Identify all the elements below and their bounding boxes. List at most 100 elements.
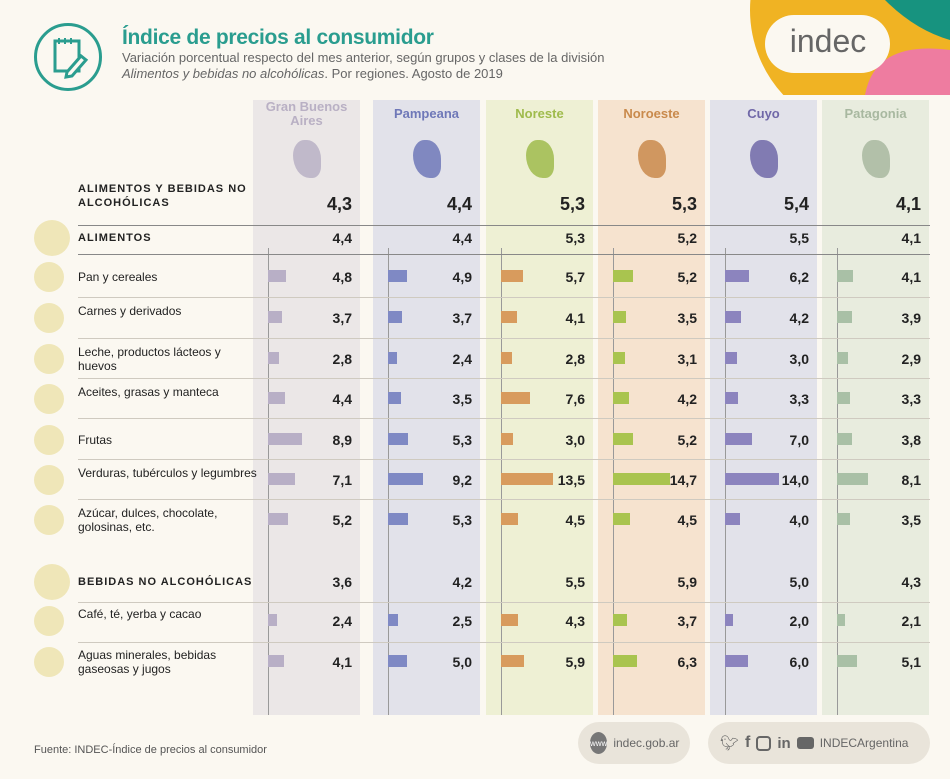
region-map-icon bbox=[292, 140, 321, 178]
region-header: Noreste bbox=[515, 106, 564, 121]
bar bbox=[725, 655, 749, 667]
value-label: 6,3 bbox=[677, 654, 697, 670]
value-label: 2,8 bbox=[565, 351, 585, 367]
food-class-icon bbox=[34, 384, 64, 414]
value-label: 3,5 bbox=[677, 310, 697, 326]
region-map-icon bbox=[861, 140, 890, 178]
value-label: 3,9 bbox=[901, 310, 921, 326]
website-text: indec.gob.ar bbox=[613, 736, 680, 750]
bar bbox=[837, 311, 852, 323]
row-divider bbox=[78, 642, 930, 643]
value-label: 5,5 bbox=[789, 230, 809, 246]
bar bbox=[613, 655, 638, 667]
value-label: 2,4 bbox=[332, 613, 352, 629]
region-header: Gran Buenos Aires bbox=[265, 99, 348, 128]
bar bbox=[613, 392, 630, 404]
value-label: 5,2 bbox=[677, 269, 697, 285]
value-label: 4,5 bbox=[565, 512, 585, 528]
row-divider bbox=[78, 418, 930, 419]
value-label: 4,2 bbox=[452, 574, 472, 590]
value-label: 5,2 bbox=[677, 432, 697, 448]
value-label: 4,4 bbox=[446, 194, 472, 214]
bar bbox=[501, 614, 518, 626]
value-label: 4,0 bbox=[789, 512, 809, 528]
bar bbox=[837, 433, 852, 445]
value-label: 5,9 bbox=[565, 654, 585, 670]
facebook-icon[interactable]: f bbox=[745, 734, 751, 751]
bar bbox=[268, 392, 285, 404]
twitter-icon[interactable]: 🐦︎ bbox=[720, 735, 740, 752]
bar bbox=[613, 614, 628, 626]
bar bbox=[501, 513, 519, 525]
value-label: 14,7 bbox=[669, 472, 697, 488]
bar bbox=[268, 433, 303, 445]
bar bbox=[388, 270, 407, 282]
bar bbox=[268, 614, 278, 626]
value-label: 3,5 bbox=[452, 391, 472, 407]
row-label: Café, té, yerba y cacao bbox=[78, 607, 202, 621]
row-label: Aguas minerales, bebidas gaseosas y jugo… bbox=[78, 648, 217, 676]
value-label: 8,9 bbox=[332, 432, 352, 448]
value-label: 5,2 bbox=[677, 230, 697, 246]
bar bbox=[268, 352, 279, 364]
value-label: 2,4 bbox=[452, 351, 472, 367]
region-column: Cuyo bbox=[710, 100, 817, 715]
bar bbox=[725, 614, 733, 626]
globe-icon: www bbox=[590, 732, 608, 754]
value-label: 2,9 bbox=[901, 351, 921, 367]
social-links[interactable]: 🐦︎ f in INDECArgentina bbox=[708, 722, 930, 764]
instagram-icon[interactable] bbox=[756, 735, 772, 751]
row-divider bbox=[78, 378, 930, 379]
value-label: 3,3 bbox=[789, 391, 809, 407]
bar bbox=[837, 513, 851, 525]
row-divider bbox=[78, 499, 930, 500]
row-label: Azúcar, dulces, chocolate, golosinas, et… bbox=[78, 506, 218, 534]
region-header: Cuyo bbox=[747, 106, 780, 121]
value-label: 4,8 bbox=[332, 269, 352, 285]
website-link[interactable]: www indec.gob.ar bbox=[578, 722, 690, 764]
value-label: 5,0 bbox=[789, 574, 809, 590]
value-label: 4,2 bbox=[677, 391, 697, 407]
row-label: Pan y cereales bbox=[78, 270, 158, 284]
bar bbox=[268, 473, 296, 485]
food-group-icon bbox=[34, 564, 70, 600]
bar bbox=[837, 270, 853, 282]
value-label: 7,0 bbox=[789, 432, 809, 448]
region-header: Noroeste bbox=[623, 106, 680, 121]
value-label: 3,0 bbox=[565, 432, 585, 448]
food-class-icon bbox=[34, 344, 64, 374]
value-label: 4,4 bbox=[332, 391, 352, 407]
value-label: 2,0 bbox=[789, 613, 809, 629]
indec-logo[interactable]: indec bbox=[715, 0, 950, 95]
bar bbox=[388, 614, 398, 626]
row-divider bbox=[78, 297, 930, 298]
value-label: 4,4 bbox=[332, 230, 352, 246]
row-label: BEBIDAS NO ALCOHÓLICAS bbox=[78, 576, 253, 588]
value-label: 3,7 bbox=[332, 310, 352, 326]
youtube-icon[interactable] bbox=[796, 737, 814, 749]
bar bbox=[501, 655, 524, 667]
bar bbox=[388, 513, 409, 525]
food-class-icon bbox=[34, 505, 64, 535]
row-label: Leche, productos lácteos y huevos bbox=[78, 345, 221, 373]
value-label: 5,0 bbox=[452, 654, 472, 670]
region-column: Noroeste bbox=[598, 100, 705, 715]
region-column: Gran Buenos Aires bbox=[253, 100, 360, 715]
value-label: 3,5 bbox=[901, 512, 921, 528]
region-header: Patagonia bbox=[844, 106, 907, 121]
value-label: 3,0 bbox=[789, 351, 809, 367]
bar bbox=[837, 614, 846, 626]
subtitle-italic: Alimentos y bebidas no alcohólicas bbox=[122, 66, 325, 81]
bar bbox=[268, 655, 284, 667]
value-label: 2,8 bbox=[332, 351, 352, 367]
bar bbox=[268, 513, 289, 525]
value-label: 5,1 bbox=[901, 654, 921, 670]
bar bbox=[613, 270, 634, 282]
subtitle-2: Alimentos y bebidas no alcohólicas. Por … bbox=[122, 66, 503, 81]
bar bbox=[388, 473, 424, 485]
value-label: 5,5 bbox=[565, 574, 585, 590]
value-label: 5,7 bbox=[565, 269, 585, 285]
food-class-icon bbox=[34, 606, 64, 636]
linkedin-icon[interactable]: in bbox=[777, 734, 791, 752]
value-label: 3,8 bbox=[901, 432, 921, 448]
